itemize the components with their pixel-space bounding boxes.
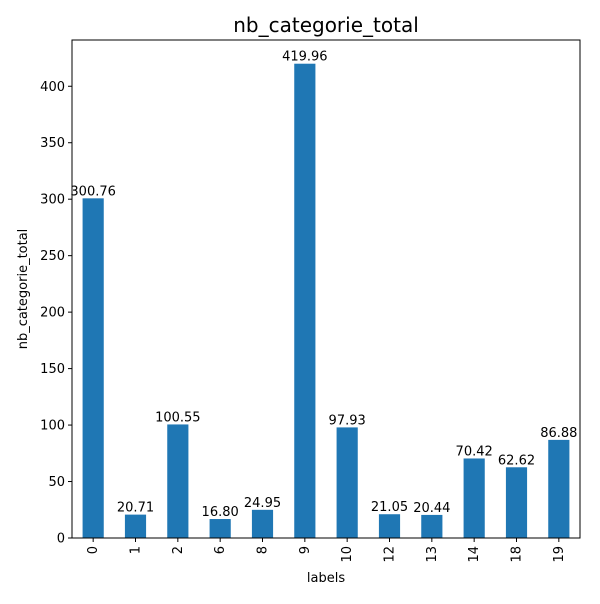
bar: [548, 439, 570, 538]
bar: [167, 424, 189, 538]
y-tick-label: 200: [40, 306, 65, 321]
x-axis-label: labels: [307, 571, 345, 586]
bar: [463, 458, 485, 538]
bar: [336, 427, 358, 538]
data-label: 20.71: [117, 501, 154, 516]
x-tick-label: 8: [256, 546, 271, 554]
x-tick-label: 10: [340, 546, 355, 563]
y-tick-label: 100: [40, 419, 65, 434]
bar: [294, 63, 316, 538]
y-tick-label: 150: [40, 362, 65, 377]
y-axis: 0 50 100 150 200 250 300 350 400: [40, 80, 72, 547]
y-tick-label: 0: [57, 532, 65, 547]
x-axis: 0 1 2 6 8 9 10 12 13 14 18 19: [86, 538, 567, 563]
x-tick-label: 19: [552, 546, 567, 563]
data-label: 62.62: [498, 453, 535, 468]
bar: [82, 198, 104, 538]
bar: [124, 514, 147, 538]
x-tick-label: 13: [425, 546, 440, 563]
x-tick-label: 9: [298, 546, 313, 554]
y-tick-label: 400: [40, 80, 65, 95]
data-label: 70.42: [456, 444, 493, 459]
data-label: 97.93: [329, 413, 366, 428]
x-tick-label: 1: [129, 546, 144, 554]
bars-layer: [82, 63, 570, 538]
bar: [505, 467, 528, 538]
data-label: 100.55: [155, 410, 201, 425]
bar: [378, 514, 401, 538]
y-tick-label: 350: [40, 136, 65, 151]
y-tick-label: 250: [40, 249, 65, 264]
chart-title: nb_categorie_total: [233, 13, 419, 37]
data-label: 300.76: [70, 184, 116, 199]
x-tick-label: 18: [510, 546, 525, 563]
data-label: 86.88: [540, 426, 577, 441]
bar: [251, 509, 274, 538]
data-label: 21.05: [371, 500, 408, 515]
bar: [421, 514, 443, 538]
x-tick-label: 14: [467, 546, 482, 563]
data-labels-layer: 300.76 20.71 100.55 16.80 24.95 419.96 97.93 21…: [70, 50, 577, 520]
x-tick-label: 2: [171, 546, 186, 554]
y-axis-label: nb_categorie_total: [16, 229, 31, 350]
bar: [209, 519, 231, 538]
y-tick-label: 50: [48, 475, 65, 490]
x-tick-label: 6: [213, 546, 228, 554]
data-label: 16.80: [202, 505, 239, 520]
x-tick-label: 0: [86, 546, 101, 554]
data-label: 20.44: [413, 501, 450, 516]
data-label: 24.95: [244, 496, 281, 511]
x-tick-label: 12: [383, 546, 398, 563]
y-tick-label: 300: [40, 193, 65, 208]
data-label: 419.96: [282, 50, 328, 65]
plot-frame: [71, 39, 581, 539]
